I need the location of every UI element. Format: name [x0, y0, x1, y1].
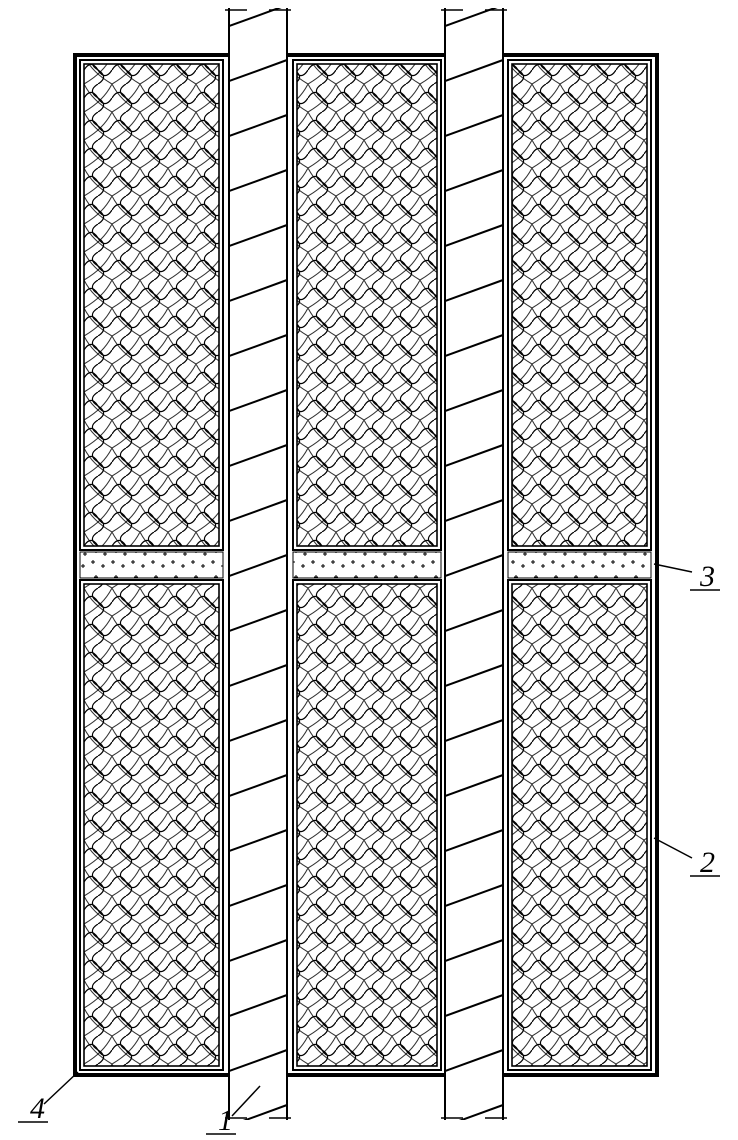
column-1: [441, 0, 507, 1140]
panel-r1-c2: [508, 580, 651, 1070]
mid-strip-1: [293, 552, 441, 578]
panel-r0-c2: [508, 60, 651, 550]
label-text-3: 3: [699, 560, 715, 593]
panel-r0-c0: [80, 60, 223, 550]
panel-r1-c0: [80, 580, 223, 1070]
label-text-1: 1: [218, 1104, 233, 1137]
mid-strip-2: [508, 552, 651, 578]
panel-r0-c1: [293, 60, 441, 550]
figure: 4 1 3 2: [18, 0, 720, 1140]
label-text-4: 4: [30, 1092, 45, 1125]
mid-strip-0: [80, 552, 223, 578]
panel-r1-c1: [293, 580, 441, 1070]
column-0: [225, 0, 291, 1140]
label-text-2: 2: [700, 846, 715, 879]
